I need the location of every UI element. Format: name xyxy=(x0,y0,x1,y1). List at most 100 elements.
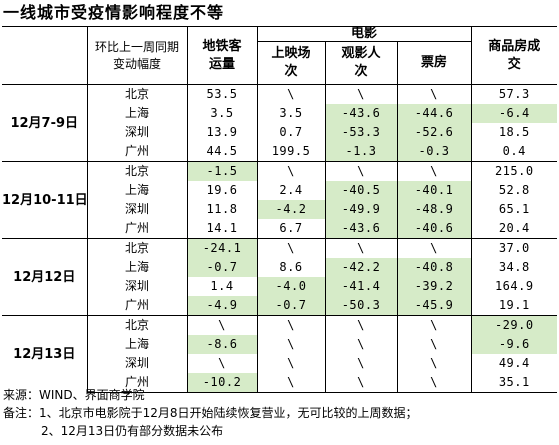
header-change-label: 环比上一周同期变动幅度 xyxy=(87,26,188,85)
screenings-value-cell: 3.5 xyxy=(257,104,326,123)
metro-value-cell: -1.5 xyxy=(187,161,258,181)
city-cell: 北京 xyxy=(87,315,188,335)
audience-value-cell: -41.4 xyxy=(325,277,398,296)
city-cell: 北京 xyxy=(87,238,188,258)
housing-value-cell: 52.8 xyxy=(498,183,530,197)
box-office-value-cell: -0.3 xyxy=(397,142,472,162)
box-office-value-cell: \ xyxy=(397,335,472,354)
remark-note-1: 备注：1、北京市电影院于12月8日开始陆续恢复营业，无可比较的上周数据； xyxy=(3,406,418,420)
audience-value-cell: -43.6 xyxy=(325,104,398,123)
housing-value-cell: 37.0 xyxy=(471,238,558,258)
table-row: 广州 -10.2 \ \ \ 35.1 xyxy=(2,373,558,393)
metro-value-cell: -24.1 xyxy=(187,238,258,258)
screenings-value-cell: \ xyxy=(257,335,326,354)
audience-value-cell: -1.3 xyxy=(325,142,398,162)
audience-value-cell: -43.6 xyxy=(325,219,398,239)
box-office-value-cell: \ xyxy=(397,315,472,335)
housing-value-cell: 215.0 xyxy=(471,161,558,181)
box-office-value-cell: \ xyxy=(397,354,472,373)
metro-value-cell: 3.5 xyxy=(187,104,258,123)
housing-value-cell: 20.4 xyxy=(498,221,530,235)
header-blank-cell xyxy=(2,26,88,85)
table-row: 12月10-11日 北京 -1.5 \ \ \ 215.0 xyxy=(2,161,558,239)
screenings-value-cell: -4.0 xyxy=(257,277,326,296)
metro-value-cell: 13.9 xyxy=(187,123,258,142)
housing-value-cell: 18.5 xyxy=(498,125,530,139)
city-cell: 上海 xyxy=(87,335,188,354)
box-office-value-cell: -40.1 xyxy=(397,181,472,200)
audience-value-cell: -50.3 xyxy=(325,296,398,316)
box-office-value-cell: \ xyxy=(397,373,472,393)
header-audience: 观影人次 xyxy=(325,41,398,85)
header-box-office: 票房 xyxy=(397,41,472,85)
header-film-group: 电影 xyxy=(257,26,472,42)
city-cell: 广州 xyxy=(87,142,188,162)
housing-value-cell: 34.8 xyxy=(498,260,530,274)
notes: 来源：WIND、界面商学院 备注：1、北京市电影院于12月8日开始陆续恢复营业，… xyxy=(3,386,418,440)
screenings-value-cell: 6.7 xyxy=(257,219,326,239)
table-row: 12月7-9日 北京 53.5 \ \ \ 57.3 xyxy=(2,84,558,162)
metro-value-cell: -4.9 xyxy=(187,296,258,316)
box-office-value-cell: -44.6 xyxy=(397,104,472,123)
city-cell: 深圳 xyxy=(87,354,188,373)
city-cell: 深圳 xyxy=(87,200,188,219)
audience-value-cell: \ xyxy=(325,335,398,354)
city-cell: 上海 xyxy=(87,258,188,277)
box-office-value-cell: \ xyxy=(397,238,472,258)
screenings-value-cell: 199.5 xyxy=(257,142,326,162)
housing-value-cell: 49.4 xyxy=(498,356,530,370)
audience-value-cell: \ xyxy=(325,373,398,393)
screenings-value-cell: -4.2 xyxy=(257,200,326,219)
metro-value-cell: 14.1 xyxy=(187,219,258,239)
table-row: 广州 -4.9 -0.7 -50.3 -45.9 19.1 xyxy=(2,296,557,316)
box-office-value-cell: -52.6 xyxy=(397,123,472,142)
metro-value-cell: -10.2 xyxy=(187,373,258,393)
housing-value-cell: 65.1 xyxy=(498,202,530,216)
screenings-value-cell: \ xyxy=(257,315,326,335)
box-office-value-cell: \ xyxy=(397,84,472,104)
screenings-value-cell: \ xyxy=(257,354,326,373)
table-row: 广州 44.5 199.5 -1.3 -0.3 0.4 xyxy=(2,142,557,162)
metro-value-cell: 19.6 xyxy=(187,181,258,200)
audience-value-cell: \ xyxy=(325,84,398,104)
table-row: 广州 14.1 6.7 -43.6 -40.6 20.4 xyxy=(2,219,557,239)
source-note: 来源：WIND、界面商学院 xyxy=(3,388,145,402)
header-metro: 地铁客运量 xyxy=(187,26,258,85)
metro-value-cell: 53.5 xyxy=(187,84,258,104)
screenings-value-cell: \ xyxy=(257,373,326,393)
header-screenings: 上映场次 xyxy=(257,41,326,85)
city-cell: 广州 xyxy=(87,219,188,239)
city-cell: 深圳 xyxy=(87,123,188,142)
screenings-value-cell: \ xyxy=(257,161,326,181)
audience-value-cell: \ xyxy=(325,238,398,258)
metro-value-cell: 11.8 xyxy=(187,200,258,219)
audience-value-cell: \ xyxy=(325,354,398,373)
audience-value-cell: -40.5 xyxy=(325,181,398,200)
audience-value-cell: -53.3 xyxy=(325,123,398,142)
header-housing: 商品房成交 xyxy=(471,26,558,85)
screenings-value-cell: -0.7 xyxy=(257,296,326,316)
screenings-value-cell: 8.6 xyxy=(257,258,326,277)
housing-value-cell: 164.9 xyxy=(494,279,534,293)
box-office-value-cell: -40.8 xyxy=(397,258,472,277)
housing-value-cell: -6.4 xyxy=(471,104,558,123)
data-table: 环比上一周同期变动幅度 地铁客运量 电影 商品房成交 上映场次 观影人次 票房 … xyxy=(2,26,558,393)
audience-value-cell: \ xyxy=(325,315,398,335)
screenings-value-cell: 2.4 xyxy=(257,181,326,200)
period-label: 12月13日 xyxy=(2,315,88,393)
audience-value-cell: -49.9 xyxy=(325,200,398,219)
housing-value-cell: 35.1 xyxy=(471,373,558,393)
table-row: 12月13日 北京 \ \ \ \ -29.0 xyxy=(2,315,558,393)
metro-value-cell: -8.6 xyxy=(187,335,258,354)
metro-value-cell: \ xyxy=(187,354,258,373)
table-row: 上海 -0.7 8.6 -42.2 -40.8 34.8 xyxy=(2,258,557,277)
box-office-value-cell: -40.6 xyxy=(397,219,472,239)
page-title: 一线城市受疫情影响程度不等 xyxy=(3,3,225,22)
screenings-value-cell: \ xyxy=(257,84,326,104)
audience-value-cell: \ xyxy=(325,161,398,181)
period-label: 12月12日 xyxy=(2,238,88,316)
screenings-value-cell: \ xyxy=(257,238,326,258)
table-row: 上海 3.5 3.5 -43.6 -44.6 -6.4 xyxy=(2,104,558,123)
city-cell: 深圳 xyxy=(87,277,188,296)
metro-value-cell: \ xyxy=(187,315,258,335)
